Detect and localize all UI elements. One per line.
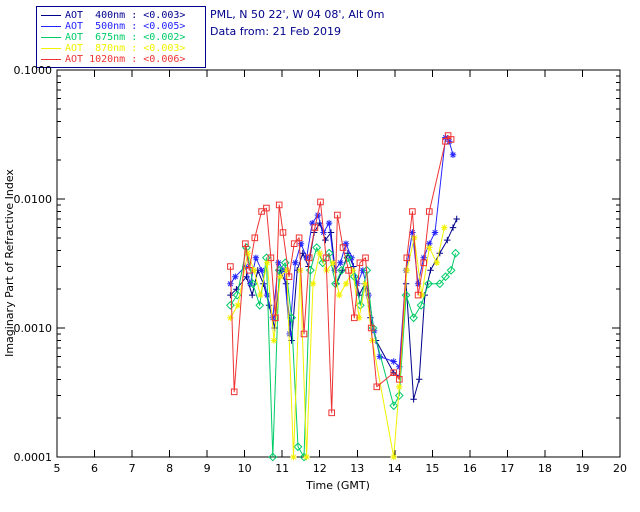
- x-tick-label: 5: [54, 462, 61, 475]
- legend-item-label: AOT 400nm : <0.003>: [65, 10, 186, 21]
- x-tick-label: 20: [613, 462, 627, 475]
- series-line: [229, 227, 445, 458]
- legend-item-label: AOT 870nm : <0.003>: [65, 43, 186, 54]
- data-date-text: Data from: 21 Feb 2019: [210, 25, 342, 38]
- y-axis-label: Imaginary Part of Refractive Index: [3, 169, 16, 357]
- header-block: PML, N 50 22', W 04 08', Alt 0m Data fro…: [210, 6, 384, 40]
- axes: 5 6 7 8 9 10 11 12 13 14 15 16 17 18 19 20 0.0001 0.0010 0…: [14, 64, 628, 475]
- x-tick-label: 19: [575, 462, 589, 475]
- x-tick-label: 15: [425, 462, 439, 475]
- site-location-text: PML, N 50 22', W 04 08', Alt 0m: [210, 8, 385, 21]
- series-line: [230, 218, 458, 400]
- legend-item: AOT 400nm : <0.003>: [41, 10, 201, 21]
- x-tick-label: 7: [129, 462, 136, 475]
- legend-line-sample: [41, 37, 61, 38]
- legend-item-label: AOT 1020nm : <0.006>: [65, 54, 186, 65]
- y-tick-label: 0.0010: [14, 322, 53, 335]
- y-tick-label: 0.0100: [14, 193, 53, 206]
- x-axis-label: Time (GMT): [305, 479, 370, 492]
- x-tick-label: 12: [313, 462, 327, 475]
- series-aot-870nm: [227, 224, 448, 461]
- x-tick-label: 18: [538, 462, 552, 475]
- asterisk-markers: [227, 224, 448, 461]
- legend-line-sample: [41, 15, 61, 16]
- legend-item: AOT 675nm : <0.002>: [41, 32, 201, 43]
- diamond-markers: [225, 243, 461, 462]
- x-tick-label: 10: [238, 462, 252, 475]
- series-line: [229, 137, 454, 368]
- x-tick-label: 11: [275, 462, 289, 475]
- legend-item: AOT 1020nm : <0.006>: [41, 54, 201, 65]
- legend-item: AOT 500nm : <0.005>: [41, 21, 201, 32]
- series-aot-1020nm: [227, 132, 455, 417]
- series-line: [229, 135, 452, 414]
- x-tick-label: 16: [463, 462, 477, 475]
- legend-item: AOT 870nm : <0.003>: [41, 43, 201, 54]
- square-markers: [227, 132, 455, 417]
- y-tick-label: 0.1000: [14, 64, 53, 77]
- legend-item-label: AOT 675nm : <0.002>: [65, 32, 186, 43]
- series-group: [225, 132, 461, 462]
- x-tick-label: 14: [388, 462, 402, 475]
- x-tick-label: 9: [204, 462, 211, 475]
- legend-line-sample: [41, 48, 61, 49]
- plot-frame: [56, 69, 621, 458]
- x-tick-label: 17: [500, 462, 514, 475]
- legend-line-sample: [41, 26, 61, 27]
- x-tick-label: 13: [350, 462, 364, 475]
- x-tick-label: 8: [166, 462, 173, 475]
- legend-item-label: AOT 500nm : <0.005>: [65, 21, 186, 32]
- y-tick-label: 0.0001: [14, 451, 53, 464]
- legend: AOT 400nm : <0.003> AOT 500nm : <0.005> AO…: [36, 6, 206, 68]
- x-tick-label: 6: [91, 462, 98, 475]
- legend-line-sample: [41, 59, 61, 60]
